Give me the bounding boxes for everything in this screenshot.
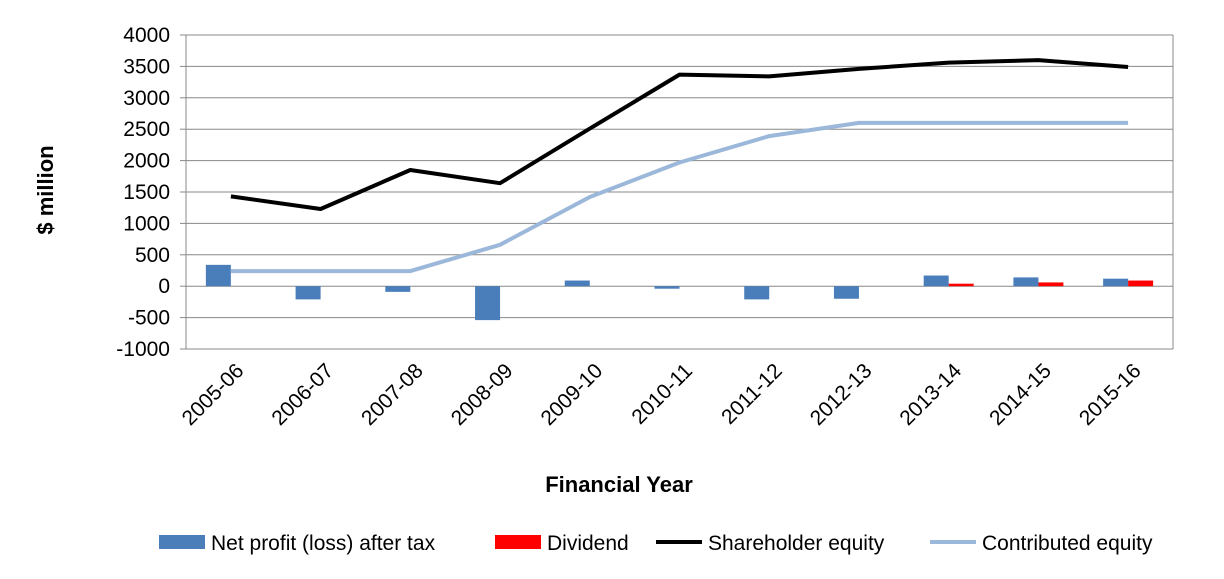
x-tick-label: 2005-06 — [178, 359, 249, 430]
x-tick-label: 2015-16 — [1075, 359, 1146, 430]
bar-net-profit-loss-after-tax — [654, 286, 680, 289]
bar-net-profit-loss-after-tax — [295, 286, 321, 300]
x-tick-label: 2007-08 — [357, 359, 428, 430]
bar-dividend — [948, 283, 974, 287]
legend-label-net-profit-loss-after-tax: Net profit (loss) after tax — [211, 532, 436, 555]
x-tick-label: 2006-07 — [267, 359, 338, 430]
x-tick-label: 2008-09 — [447, 359, 518, 430]
bar-net-profit-loss-after-tax — [205, 264, 231, 287]
bar-dividend — [1038, 282, 1064, 287]
x-tick-label: 2013-14 — [895, 359, 966, 430]
y-tick-label: 3500 — [123, 55, 170, 78]
bar-net-profit-loss-after-tax — [385, 286, 411, 292]
bar-dividend — [1128, 280, 1154, 287]
x-axis-ticks: 2005-06 2006-07 2007-08 2008-09 2009-10 2010-… — [178, 359, 1146, 430]
line-contributed-equity — [230, 120, 1129, 274]
y-tick-label: 2500 — [123, 118, 170, 141]
bar-net-profit-loss-after-tax — [1013, 277, 1039, 287]
y-tick-label: 2000 — [123, 150, 170, 173]
y-tick-label: -500 — [128, 307, 170, 330]
y-tick-label: 500 — [135, 244, 170, 267]
gridlines — [180, 34, 1174, 350]
legend-swatch-dividend — [495, 535, 541, 549]
legend-label-contributed-equity: Contributed equity — [982, 532, 1153, 555]
y-tick-label: 3000 — [123, 87, 170, 110]
x-tick-label: 2011-12 — [717, 359, 787, 429]
x-tick-label: 2009-10 — [537, 359, 608, 430]
bar-net-profit-loss-after-tax — [1103, 278, 1129, 287]
bar-net-profit-loss-after-tax — [475, 286, 501, 321]
y-tick-label: 0 — [158, 275, 170, 298]
lines — [230, 58, 1129, 274]
bars — [205, 264, 1154, 321]
bar-net-profit-loss-after-tax — [564, 280, 590, 287]
y-tick-label: 1000 — [123, 212, 170, 235]
y-tick-label: 4000 — [123, 24, 170, 47]
bar-net-profit-loss-after-tax — [744, 286, 770, 300]
x-tick-label: 2010-11 — [627, 359, 697, 429]
legend-label-dividend: Dividend — [547, 532, 629, 555]
bar-net-profit-loss-after-tax — [833, 286, 859, 299]
legend-label-shareholder-equity: Shareholder equity — [708, 532, 885, 555]
legend-swatch-net-profit-loss-after-tax — [159, 535, 205, 549]
y-axis-ticks: 4000 3500 3000 2500 2000 1500 1000 500 0 -500 -100… — [116, 24, 170, 361]
line-shareholder-equity — [230, 58, 1129, 211]
bar-net-profit-loss-after-tax — [923, 275, 949, 287]
x-axis-title: Financial Year — [545, 472, 693, 497]
y-tick-label: 1500 — [123, 181, 170, 204]
y-axis-title: $ million — [33, 145, 58, 234]
x-tick-label: 2014-15 — [985, 359, 1056, 430]
y-tick-label: -1000 — [116, 338, 170, 361]
x-tick-label: 2012-13 — [806, 359, 877, 430]
legend: Net profit (loss) after tax Dividend Share… — [159, 532, 1153, 555]
